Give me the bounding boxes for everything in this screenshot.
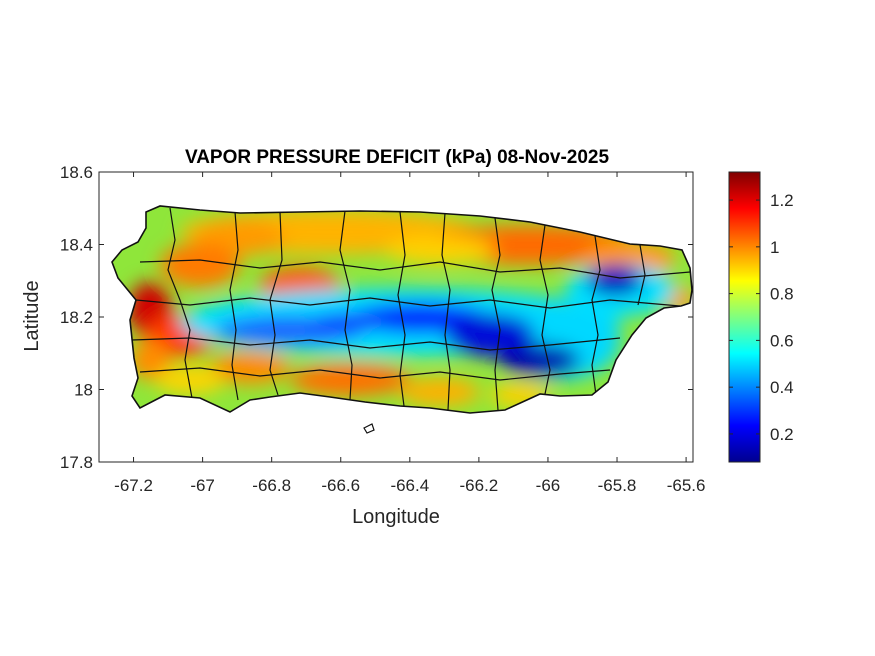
y-tick-label: 18 — [74, 381, 93, 400]
municipality-boundaries — [131, 207, 691, 411]
y-tick-label: 18.6 — [60, 163, 93, 182]
x-tick-label: -67 — [190, 476, 215, 495]
colorbar-tick-label: 0.6 — [770, 331, 794, 350]
x-tick-label: -65.8 — [598, 476, 637, 495]
chart-title: VAPOR PRESSURE DEFICIT (kPa) 08-Nov-2025 — [185, 147, 610, 168]
x-tick-label: -66.2 — [460, 476, 499, 495]
colorbar-tick-label: 1 — [770, 238, 779, 257]
y-tick-label: 18.2 — [60, 308, 93, 327]
y-tick-label: 17.8 — [60, 453, 93, 472]
x-axis-label: Longitude — [352, 506, 440, 528]
island-outline — [111, 205, 693, 414]
colorbar-tick-label: 0.2 — [770, 425, 794, 444]
colorbar — [728, 171, 761, 463]
y-axis-label: Latitude — [21, 280, 43, 351]
colorbar-tick-label: 0.8 — [770, 285, 794, 304]
y-axis: 17.8 18 18.2 18.4 18.6 — [60, 163, 693, 472]
colorbar-tick-label: 1.2 — [770, 191, 794, 210]
x-axis: -67.2 -67 -66.8 -66.6 -66.4 -66.2 -66 -65.8 -65.… — [114, 172, 705, 495]
colorbar-ticks: 0.2 0.4 0.6 0.8 1 1.2 — [729, 191, 794, 444]
colorbar-tick-label: 0.4 — [770, 378, 794, 397]
x-tick-label: -66.6 — [321, 476, 360, 495]
y-tick-label: 18.4 — [60, 236, 93, 255]
x-tick-label: -66.8 — [252, 476, 291, 495]
x-tick-label: -67.2 — [114, 476, 153, 495]
x-tick-label: -66.4 — [390, 476, 429, 495]
x-tick-label: -66 — [536, 476, 561, 495]
offshore-islet — [363, 423, 375, 434]
x-tick-label: -65.6 — [667, 476, 706, 495]
